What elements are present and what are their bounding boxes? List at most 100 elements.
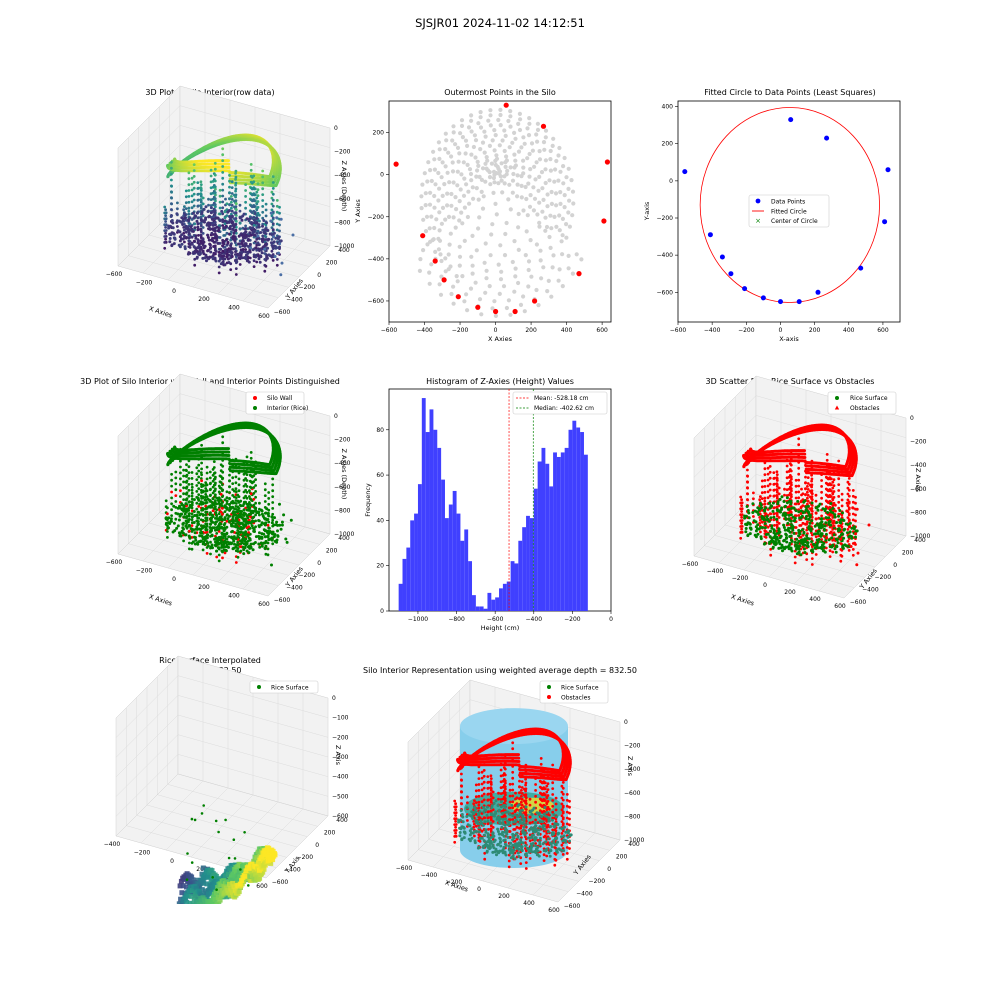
- point: [184, 226, 188, 230]
- gray-point: [543, 135, 548, 140]
- point: [217, 559, 221, 563]
- gray-point: [439, 175, 444, 180]
- gray-point: [443, 256, 448, 261]
- gray-point: [438, 252, 443, 257]
- gray-point: [477, 215, 482, 220]
- point: [208, 242, 212, 246]
- point: [217, 527, 221, 531]
- gray-point: [436, 247, 441, 252]
- point: [231, 482, 235, 485]
- gray-point: [536, 303, 541, 308]
- gray-point: [545, 192, 550, 197]
- gray-point: [537, 157, 543, 162]
- point: [176, 524, 180, 528]
- y-tick-label: 80: [376, 427, 384, 434]
- gray-point: [543, 158, 549, 163]
- point: [227, 535, 231, 539]
- outer-point: [475, 304, 481, 310]
- point: [231, 464, 235, 468]
- point: [207, 197, 210, 201]
- gray-point: [437, 186, 442, 191]
- gray-point: [428, 190, 433, 195]
- point: [256, 243, 260, 247]
- point: [264, 208, 268, 212]
- point: [236, 505, 240, 509]
- point: [213, 197, 217, 201]
- point: [197, 475, 201, 479]
- gray-point: [556, 278, 561, 283]
- panel2-xlabel: X Axies: [488, 335, 513, 343]
- point: [225, 202, 229, 206]
- gray-point: [461, 193, 467, 198]
- gray-point: [491, 175, 496, 181]
- point: [260, 512, 264, 516]
- gray-point: [482, 150, 487, 155]
- point: [183, 213, 187, 217]
- gray-point: [442, 182, 447, 187]
- point: [221, 441, 225, 445]
- x-tick-label: −200: [136, 279, 153, 286]
- gray-point: [559, 239, 564, 244]
- point: [221, 459, 225, 462]
- point: [271, 259, 275, 262]
- gray-point: [493, 162, 498, 168]
- panel2-ylabel: Y Axies: [354, 199, 362, 224]
- gray-point: [504, 172, 509, 177]
- point: [241, 504, 245, 508]
- point: [233, 542, 236, 546]
- point: [190, 188, 194, 192]
- point: [234, 208, 238, 212]
- gray-point: [483, 179, 488, 184]
- point: [214, 249, 218, 253]
- point: [271, 542, 275, 546]
- gray-point: [516, 247, 521, 252]
- point: [246, 505, 250, 509]
- gray-point: [457, 263, 462, 268]
- point: [176, 225, 179, 228]
- point: [242, 467, 246, 470]
- point: [271, 175, 275, 179]
- point: [231, 476, 235, 480]
- outer-point: [604, 159, 611, 165]
- histogram-bar: [444, 518, 449, 611]
- gray-point: [567, 224, 573, 229]
- histogram-bar: [526, 515, 530, 611]
- gray-point: [471, 144, 476, 150]
- point: [187, 459, 191, 463]
- point: [174, 482, 178, 486]
- point: [236, 529, 240, 532]
- point: [248, 226, 252, 230]
- point: [180, 242, 184, 246]
- point: [254, 495, 257, 499]
- point: [242, 234, 246, 237]
- gray-point: [443, 131, 448, 136]
- point: [221, 194, 225, 198]
- gray-point: [518, 117, 523, 122]
- gray-point: [465, 143, 470, 148]
- point: [240, 256, 244, 260]
- point: [243, 242, 247, 246]
- point: [233, 495, 236, 499]
- gray-point: [486, 118, 491, 123]
- point: [228, 485, 231, 488]
- gray-point: [534, 242, 540, 247]
- point: [210, 501, 214, 504]
- point: [225, 496, 229, 500]
- gray-point: [488, 182, 493, 187]
- point: [252, 193, 256, 197]
- point: [262, 230, 266, 234]
- point: [278, 242, 282, 246]
- point: [245, 217, 249, 221]
- point: [170, 219, 174, 222]
- gray-point: [451, 124, 456, 129]
- point: [187, 232, 191, 236]
- point: [182, 208, 186, 212]
- x-tick-label: 0: [172, 576, 176, 583]
- outer-point: [432, 258, 438, 264]
- point: [230, 206, 233, 210]
- gray-point: [513, 266, 518, 271]
- point: [245, 479, 249, 482]
- point: [259, 254, 262, 258]
- point: [236, 532, 240, 536]
- point: [164, 226, 168, 229]
